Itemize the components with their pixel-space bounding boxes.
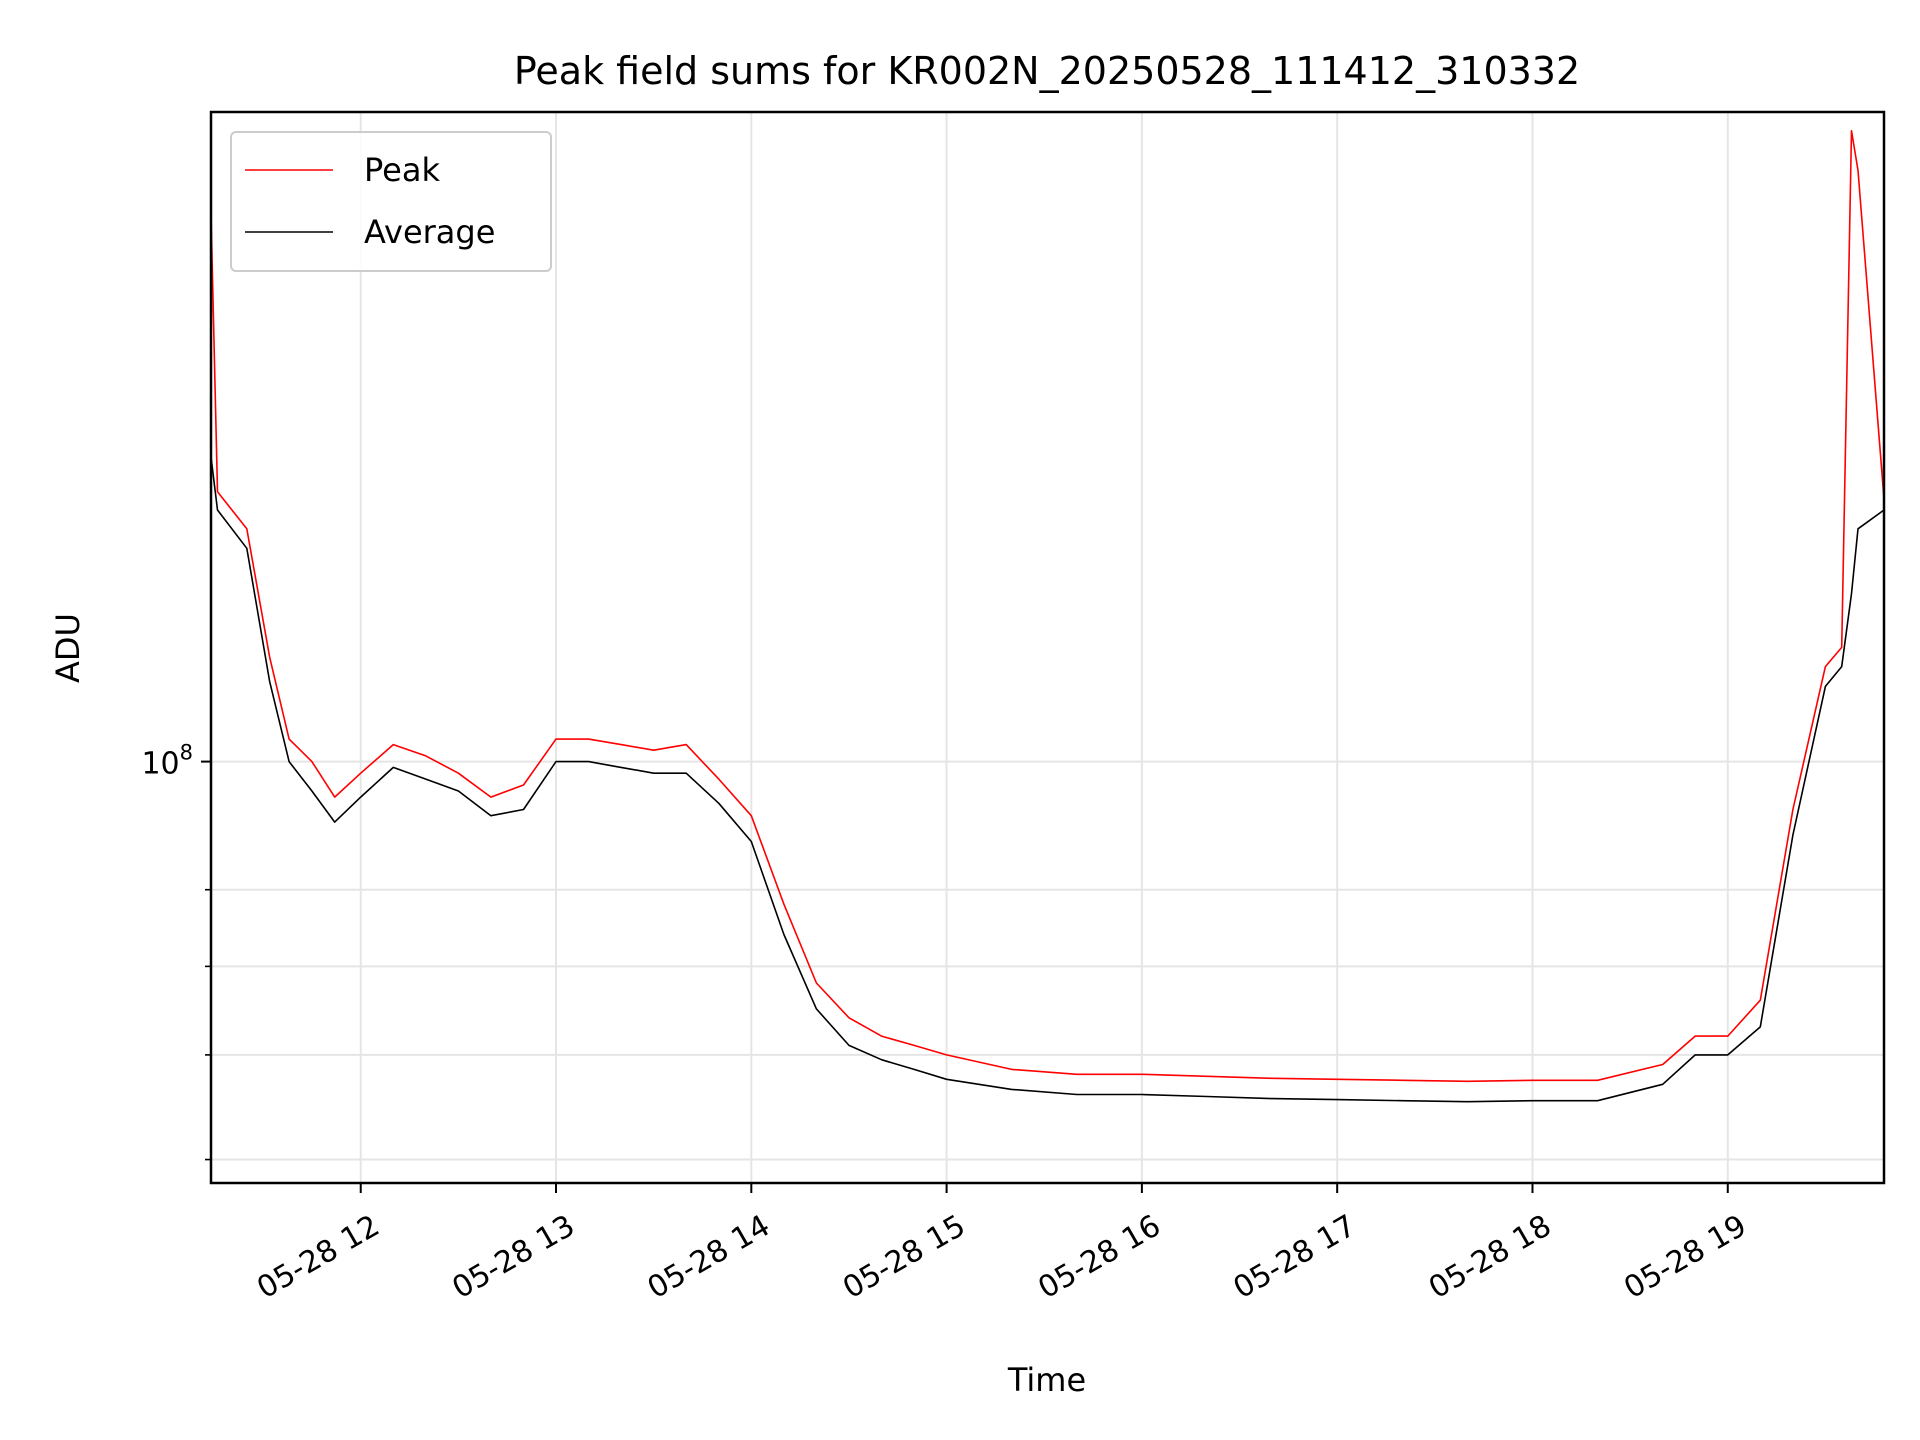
- series-line-peak: [211, 130, 1884, 1083]
- series-layer: [211, 130, 1884, 1103]
- series-line-average: [211, 456, 1884, 1103]
- chart-title: Peak field sums for KR002N_20250528_1114…: [514, 49, 1580, 93]
- plot-frame: [209, 110, 1886, 1185]
- y-axis-ticks: 108: [141, 741, 211, 1161]
- y-tick-label: 108: [141, 741, 193, 782]
- legend-label-peak: Peak: [364, 151, 440, 189]
- legend-box: [230, 131, 552, 272]
- grid-lines: [211, 112, 1884, 1183]
- y-axis-label: ADU: [49, 613, 87, 683]
- x-axis-label: Time: [1007, 1361, 1086, 1399]
- legend-label-average: Average: [364, 213, 495, 251]
- legend: Peak Average: [230, 131, 552, 272]
